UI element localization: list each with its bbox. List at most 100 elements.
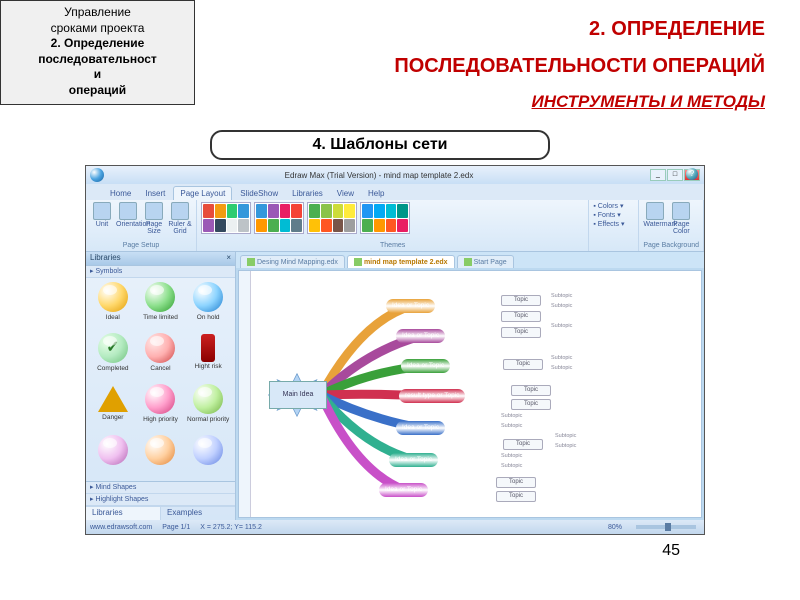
ribbon-tab-view[interactable]: View: [331, 187, 360, 200]
symbol-time-limited[interactable]: Time limited: [138, 282, 184, 331]
mindmap-subtopic[interactable]: Topic: [496, 477, 536, 488]
theme-swatch-1[interactable]: [254, 202, 304, 234]
help-icon[interactable]: ?: [686, 168, 698, 180]
mindmap-subtopic[interactable]: Topic: [496, 491, 536, 502]
app-menu-orb[interactable]: [90, 168, 104, 182]
ribbon-group-themes: Themes: [197, 200, 589, 251]
symbol-hight-risk[interactable]: Hight risk: [185, 333, 231, 382]
mindmap-branch-2[interactable]: Idea or Topic: [401, 359, 450, 373]
symbol-completed[interactable]: ✓Completed: [90, 333, 136, 382]
symbol-item-11[interactable]: [185, 435, 231, 477]
breadcrumb-box: Управление сроками проекта 2. Определени…: [0, 0, 195, 105]
mindmap-main-node[interactable]: Main Idea: [269, 381, 327, 409]
statusbar: www.edrawsoft.com Page 1/1 X = 275.2; Y=…: [86, 520, 704, 534]
mindmap-branch-6[interactable]: Idea or Topic: [379, 483, 428, 497]
app-window: Edraw Max (Trial Version) - mind map tem…: [85, 165, 705, 535]
maximize-button[interactable]: □: [667, 169, 683, 181]
ribbon-btn-watermark[interactable]: Watermark: [643, 202, 667, 235]
mindmap-subtopic[interactable]: Topic: [503, 359, 543, 370]
sidebar-tab-examples[interactable]: Examples: [161, 506, 235, 520]
ribbon-group-page-bg: WatermarkPage Color Page Background: [639, 200, 704, 251]
ribbon-tab-insert[interactable]: Insert: [139, 187, 171, 200]
sidebar-section-highlight[interactable]: Highlight Shapes: [86, 494, 235, 506]
mindmap-sublabel: Subtopic: [555, 443, 576, 449]
breadcrumb-line: и: [5, 67, 190, 83]
document-tabs: Desing Mind Mapping.edxmind map template…: [236, 252, 704, 268]
ruler-vertical: [239, 271, 251, 517]
doc-tab[interactable]: mind map template 2.edx: [347, 255, 455, 268]
symbol-on-hold[interactable]: On hold: [185, 282, 231, 331]
mindmap-branch-1[interactable]: Idea or Topic: [396, 329, 445, 343]
mindmap-subtopic[interactable]: Topic: [501, 295, 541, 306]
ribbon-tab-page-layout[interactable]: Page Layout: [173, 186, 232, 200]
status-page: Page 1/1: [162, 524, 190, 531]
symbol-item-10[interactable]: [138, 435, 184, 477]
status-url: www.edrawsoft.com: [90, 524, 152, 531]
ribbon-btn-ruler-grid[interactable]: Ruler & Grid: [168, 202, 192, 235]
mindmap-sublabel: Subtopic: [551, 323, 572, 329]
mindmap-branch-0[interactable]: Idea or Topic: [386, 299, 435, 313]
ribbon-tab-slideshow[interactable]: SlideShow: [234, 187, 284, 200]
titlebar: Edraw Max (Trial Version) - mind map tem…: [86, 166, 704, 184]
breadcrumb-line: 2. Определение: [5, 36, 190, 52]
sidebar-collapse-icon[interactable]: ×: [226, 253, 231, 264]
mindmap-sublabel: Subtopic: [501, 453, 522, 459]
ribbon-btn-page-color[interactable]: Page Color: [669, 202, 693, 235]
sidebar: Libraries × Symbols IdealTime limitedOn …: [86, 252, 236, 520]
format-fonts[interactable]: Fonts ▾: [593, 212, 620, 219]
symbol-ideal[interactable]: Ideal: [90, 282, 136, 331]
minimize-button[interactable]: _: [650, 169, 666, 181]
mindmap-branch-3[interactable]: result type or Topic: [399, 389, 465, 403]
mindmap-branch-4[interactable]: Idea or Topic: [396, 421, 445, 435]
ribbon-tabs: HomeInsertPage LayoutSlideShowLibrariesV…: [86, 184, 704, 200]
theme-swatch-2[interactable]: [307, 202, 357, 234]
symbol-palette: IdealTime limitedOn hold ✓CompletedCancel…: [86, 278, 235, 481]
symbol-high-priority[interactable]: High priority: [138, 384, 184, 433]
ribbon-btn-unit[interactable]: Unit: [90, 202, 114, 235]
ribbon-btn-page-size[interactable]: Page Size: [142, 202, 166, 235]
mindmap-sublabel: Subtopic: [551, 293, 572, 299]
zoom-slider[interactable]: [636, 525, 696, 529]
mindmap-subtopic[interactable]: Topic: [511, 399, 551, 410]
status-coords: X = 275.2; Y= 115.2: [200, 524, 262, 531]
mindmap-subtopic[interactable]: Topic: [511, 385, 551, 396]
mindmap-sublabel: Subtopic: [551, 365, 572, 371]
breadcrumb-line: операций: [5, 83, 190, 99]
symbol-normal-priority[interactable]: Normal priority: [185, 384, 231, 433]
page-number: 45: [662, 542, 680, 560]
window-title: Edraw Max (Trial Version) - mind map tem…: [108, 171, 650, 180]
doc-tab[interactable]: Desing Mind Mapping.edx: [240, 255, 345, 268]
theme-swatch-0[interactable]: [201, 202, 251, 234]
breadcrumb-line: сроками проекта: [5, 21, 190, 37]
symbol-cancel[interactable]: Cancel: [138, 333, 184, 382]
ribbon-tab-help[interactable]: Help: [362, 187, 390, 200]
mindmap-subtopic[interactable]: Topic: [503, 439, 543, 450]
sidebar-tab-libraries[interactable]: Libraries: [86, 506, 161, 520]
mindmap-branch-5[interactable]: Idea or Topic: [389, 453, 438, 467]
mindmap-subtopic[interactable]: Topic: [501, 327, 541, 338]
mindmap-sublabel: Subtopic: [555, 433, 576, 439]
canvas-content[interactable]: Main Idea Idea or Topic Idea or Topic Idea…: [251, 271, 701, 517]
sidebar-header: Libraries ×: [86, 252, 235, 266]
symbol-item-9[interactable]: [90, 435, 136, 477]
section-heading: 4. Шаблоны сети: [210, 130, 550, 160]
ribbon-tab-home[interactable]: Home: [104, 187, 137, 200]
mindmap-sublabel: Subtopic: [551, 303, 572, 309]
format-colors[interactable]: Colors ▾: [593, 203, 623, 210]
format-effects[interactable]: Effects ▾: [593, 221, 624, 228]
canvas[interactable]: Main Idea Idea or Topic Idea or Topic Idea…: [238, 270, 702, 518]
sidebar-section-mind-shapes[interactable]: Mind Shapes: [86, 482, 235, 494]
ribbon-group-label: Page Background: [643, 242, 699, 249]
sidebar-section-symbols[interactable]: Symbols: [86, 266, 235, 278]
sidebar-header-label: Libraries: [90, 253, 121, 264]
ribbon-btn-orientation[interactable]: Orientation: [116, 202, 140, 235]
mindmap-sublabel: Subtopic: [551, 355, 572, 361]
mindmap-subtopic[interactable]: Topic: [501, 311, 541, 322]
ribbon-tab-libraries[interactable]: Libraries: [286, 187, 329, 200]
ribbon-group-page-setup: UnitOrientationPage SizeRuler & Grid Pag…: [86, 200, 197, 251]
ribbon-group-label: Themes: [201, 242, 584, 249]
theme-swatch-3[interactable]: [360, 202, 410, 234]
symbol-danger[interactable]: Danger: [90, 384, 136, 433]
ribbon-group-format: Colors ▾ Fonts ▾ Effects ▾: [589, 200, 639, 251]
doc-tab[interactable]: Start Page: [457, 255, 514, 268]
